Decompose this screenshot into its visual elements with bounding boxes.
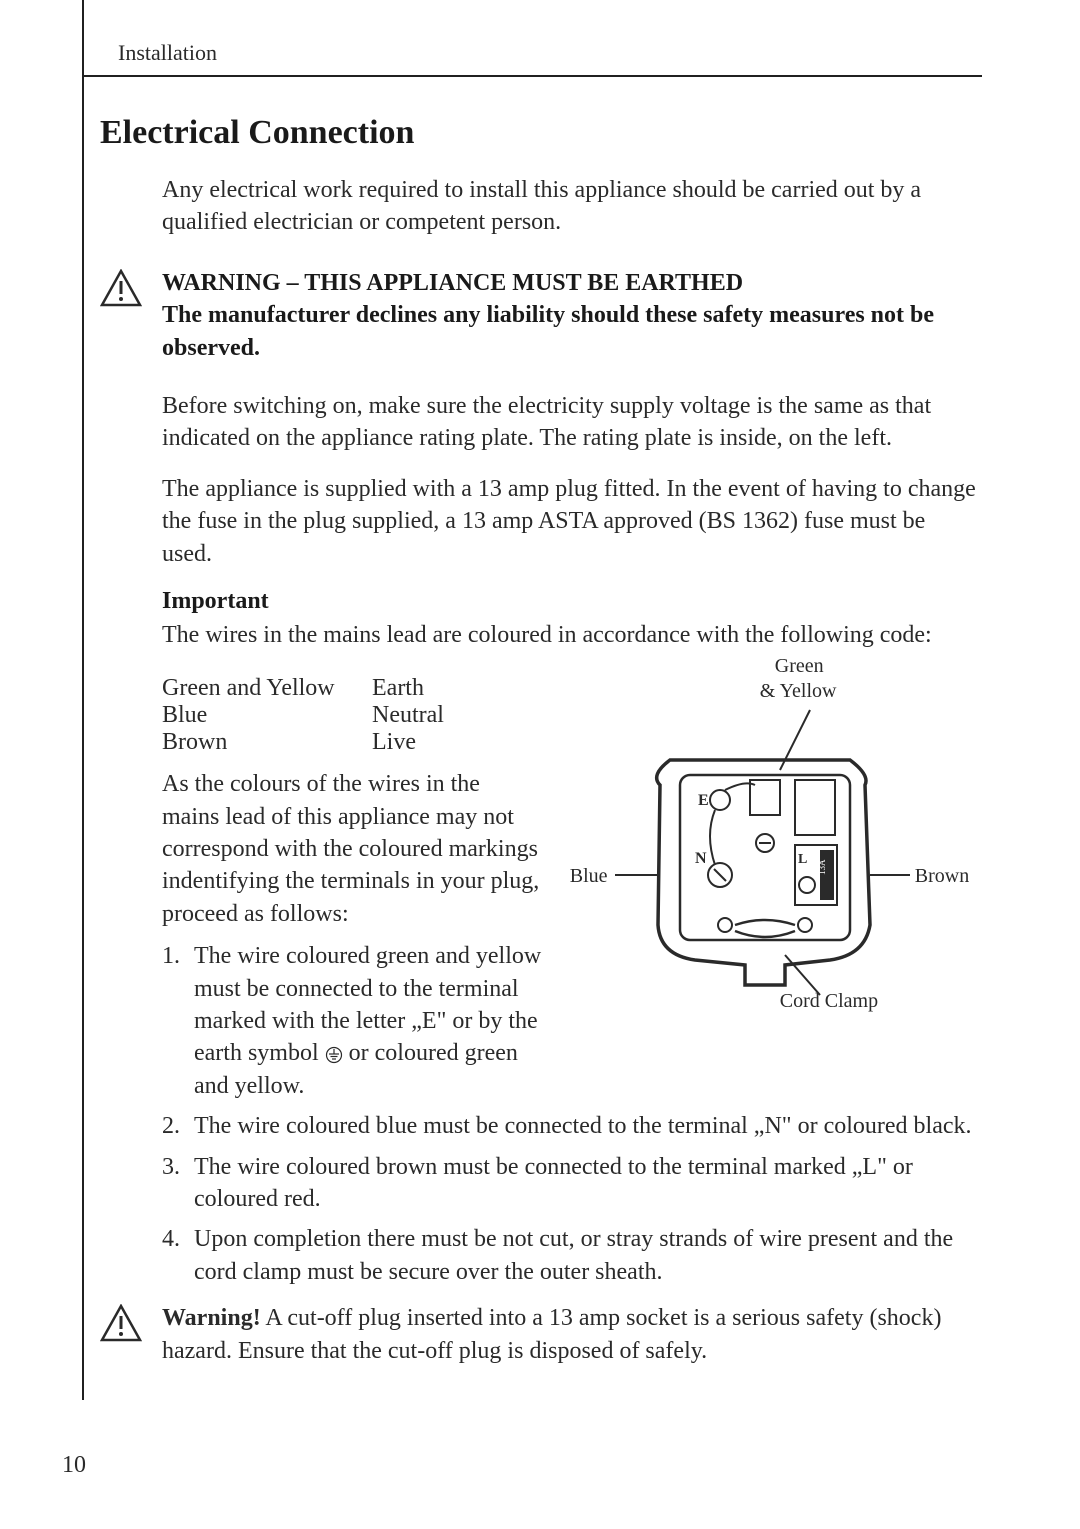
plug-diagram-container: Green & Yellow Blue Brown Cord Clamp E — [550, 675, 980, 1110]
svg-text:13A: 13A — [817, 859, 827, 875]
intro-paragraph: Any electrical work required to install … — [162, 174, 980, 239]
wire-color-table: Green and Yellow Earth Blue Neutral Brow… — [162, 675, 550, 756]
warning-block-1: WARNING – THIS APPLIANCE MUST BE EARTHED… — [100, 267, 980, 364]
header-section-label: Installation — [118, 40, 217, 66]
plug-diagram: E N 13A L — [550, 675, 990, 1035]
warning-2-text: Warning! A cut-off plug inserted into a … — [162, 1302, 980, 1367]
warning-2-body: A cut-off plug inserted into a 13 amp so… — [162, 1305, 941, 1363]
paragraph-4: As the colours of the wires in the mains… — [162, 768, 542, 930]
warning-2-bold: Warning! — [162, 1305, 261, 1331]
warning-block-2: Warning! A cut-off plug inserted into a … — [100, 1302, 980, 1367]
page-number: 10 — [62, 1452, 86, 1479]
list-num-4: 4. — [162, 1223, 194, 1288]
wire-function-2: Live — [372, 729, 492, 756]
paragraph-1: Before switching on, make sure the elect… — [162, 390, 980, 455]
list-text-4: Upon completion there must be not cut, o… — [194, 1223, 980, 1288]
wire-function-0: Earth — [372, 675, 492, 702]
wire-function-1: Neutral — [372, 702, 492, 729]
wire-row-2: Brown Live — [162, 729, 550, 756]
paragraph-3: The wires in the mains lead are coloured… — [162, 619, 980, 651]
list-text-1: The wire coloured green and yellow must … — [194, 940, 550, 1102]
earth-symbol-icon — [325, 1046, 343, 1064]
warning-1-text: WARNING – THIS APPLIANCE MUST BE EARTHED… — [162, 267, 980, 364]
main-content: Electrical Connection Any electrical wor… — [100, 100, 980, 1367]
wire-row-1: Blue Neutral — [162, 702, 550, 729]
warning-triangle-icon — [100, 269, 142, 307]
list-item-3: 3. The wire coloured brown must be conne… — [162, 1151, 980, 1216]
svg-text:E: E — [698, 792, 709, 809]
list-item-1: 1. The wire coloured green and yellow mu… — [162, 940, 550, 1102]
header-underline — [82, 75, 982, 77]
wire-color-1: Blue — [162, 702, 372, 729]
list-num-2: 2. — [162, 1110, 194, 1142]
page-left-border — [82, 0, 84, 1400]
list-item-2: 2. The wire coloured blue must be connec… — [162, 1110, 980, 1142]
wire-color-2: Brown — [162, 729, 372, 756]
wire-row-0: Green and Yellow Earth — [162, 675, 550, 702]
important-heading: Important — [162, 588, 980, 615]
warning-1-title: WARNING – THIS APPLIANCE MUST BE EARTHED — [162, 267, 980, 299]
list-text-3: The wire coloured brown must be connecte… — [194, 1151, 980, 1216]
paragraph-2: The appliance is supplied with a 13 amp … — [162, 473, 980, 570]
svg-text:L: L — [798, 852, 807, 867]
warning-triangle-icon-2 — [100, 1304, 142, 1342]
wire-color-0: Green and Yellow — [162, 675, 372, 702]
list-text-2: The wire coloured blue must be connected… — [194, 1110, 980, 1142]
list-num-1: 1. — [162, 940, 194, 1102]
list-item-4: 4. Upon completion there must be not cut… — [162, 1223, 980, 1288]
page-title: Electrical Connection — [100, 114, 980, 152]
warning-1-subtitle: The manufacturer declines any liability … — [162, 299, 980, 364]
list-num-3: 3. — [162, 1151, 194, 1216]
svg-text:N: N — [695, 850, 707, 867]
